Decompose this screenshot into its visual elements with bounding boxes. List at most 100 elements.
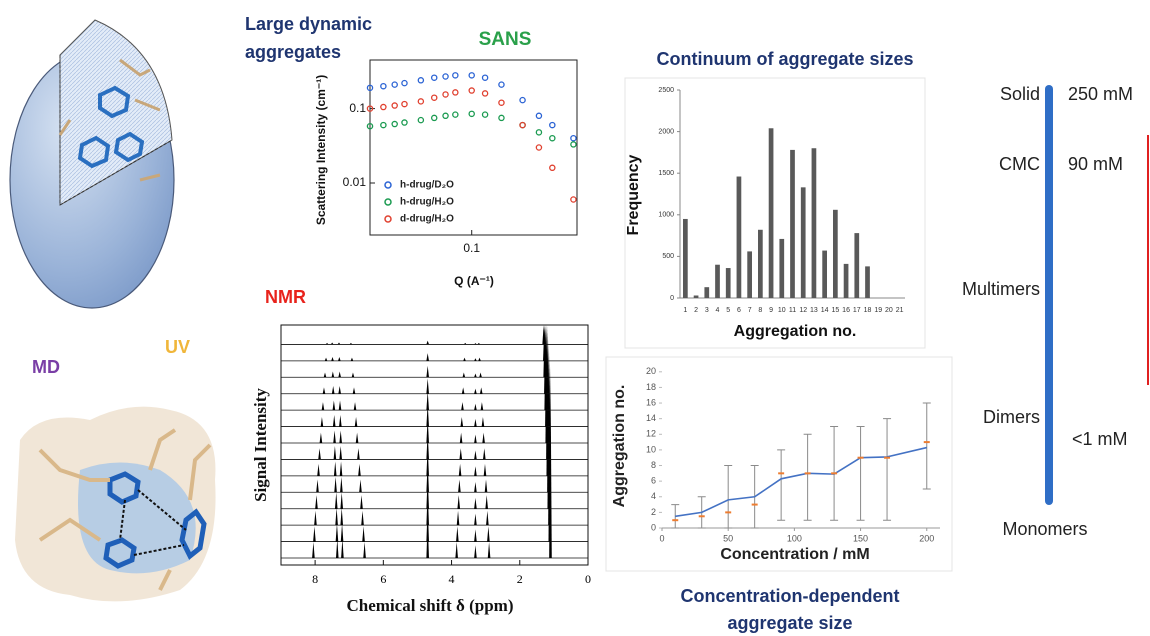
x-tick-label: 200	[919, 533, 934, 543]
peak	[426, 353, 429, 361]
y-tick-label: 1000	[658, 212, 674, 219]
chart-title: SANS	[479, 29, 532, 50]
x-tick-label: 18	[864, 307, 872, 314]
peak	[426, 378, 429, 394]
legend-label: d-drug/H₂O	[400, 214, 454, 225]
peak	[484, 479, 488, 493]
data-point	[391, 120, 398, 128]
y-tick-label: 0.01	[343, 175, 367, 189]
legend-label: h-drug/D₂O	[400, 180, 454, 191]
x-tick-label: 0	[585, 572, 591, 586]
bar	[800, 187, 806, 298]
peak	[338, 371, 341, 378]
y-tick-label: 10	[646, 444, 656, 454]
bar	[725, 268, 731, 298]
error-bar	[922, 402, 931, 490]
data-point	[570, 196, 577, 203]
scale-label: Multimers	[962, 279, 1040, 299]
error-bar	[671, 504, 680, 529]
x-tick-label: 1	[683, 307, 687, 314]
peak	[479, 387, 483, 394]
peak	[323, 372, 327, 378]
md-label: MD	[32, 357, 60, 377]
y-tick-label: 14	[646, 413, 656, 423]
y-axis-label: Signal Intensity	[251, 388, 270, 502]
md-illustration	[15, 406, 216, 602]
bar	[790, 149, 795, 298]
data-point	[417, 116, 425, 124]
peak	[355, 432, 359, 443]
peak	[315, 495, 318, 509]
bar	[843, 263, 849, 298]
peak	[460, 416, 464, 427]
data-point	[452, 111, 459, 118]
peak	[458, 479, 461, 493]
peak	[330, 342, 334, 345]
data-point	[498, 99, 505, 106]
peak	[351, 372, 355, 378]
data-point	[452, 89, 459, 96]
peak	[316, 479, 319, 493]
peak	[340, 507, 344, 526]
peak	[426, 418, 429, 443]
bar	[854, 233, 860, 298]
data-point	[391, 81, 398, 88]
data-point	[366, 84, 374, 92]
peak	[339, 461, 343, 476]
peak	[482, 432, 485, 443]
y-tick-label: 8	[651, 460, 656, 470]
peak	[318, 448, 321, 460]
peak	[459, 448, 463, 460]
peak	[333, 430, 336, 443]
y-axis-label: Frequency	[625, 154, 642, 235]
x-tick-label: 15	[831, 307, 839, 314]
x-tick-label: 9	[769, 307, 773, 314]
peak	[474, 545, 477, 558]
peak	[458, 463, 462, 476]
peak	[338, 357, 341, 361]
y-tick-label: 6	[651, 476, 656, 486]
peak	[338, 400, 342, 411]
peak	[333, 461, 337, 476]
peak	[339, 445, 342, 460]
scale-bar	[1045, 85, 1053, 505]
data-point	[442, 73, 449, 80]
x-tick-label: 2	[517, 572, 523, 586]
x-tick-label: 6	[737, 307, 741, 314]
legend-label: h-drug/H₂O	[400, 197, 454, 208]
peak	[461, 387, 465, 394]
y-tick-label: 0	[670, 295, 674, 302]
data-point	[498, 114, 505, 122]
data-point	[549, 164, 556, 172]
data-point	[535, 129, 543, 136]
x-tick-label: 4	[716, 307, 720, 314]
peak	[487, 526, 490, 542]
x-tick-label: 5	[726, 307, 730, 314]
x-tick-label: 13	[810, 307, 818, 314]
data-point	[452, 72, 459, 79]
peak	[332, 415, 336, 427]
peak	[457, 495, 461, 509]
data-point	[468, 87, 475, 94]
peak	[340, 476, 343, 493]
bar	[833, 209, 838, 298]
peak	[480, 402, 484, 411]
y-tick-label: 20	[646, 366, 656, 376]
peak	[337, 342, 341, 345]
peak	[325, 342, 329, 345]
line	[675, 446, 927, 518]
peak	[462, 372, 466, 378]
x-tick-label: 50	[723, 533, 733, 543]
error-bar	[883, 418, 892, 521]
error-bar	[803, 433, 812, 521]
panel-frame	[624, 77, 926, 349]
bar	[704, 287, 710, 298]
x-tick-label: 3	[705, 307, 709, 314]
peak	[474, 403, 477, 411]
data-point	[417, 77, 425, 84]
peak	[331, 371, 335, 378]
legend-marker	[384, 181, 392, 189]
data-point	[519, 121, 526, 129]
data-point	[380, 121, 387, 129]
peak	[361, 510, 364, 526]
